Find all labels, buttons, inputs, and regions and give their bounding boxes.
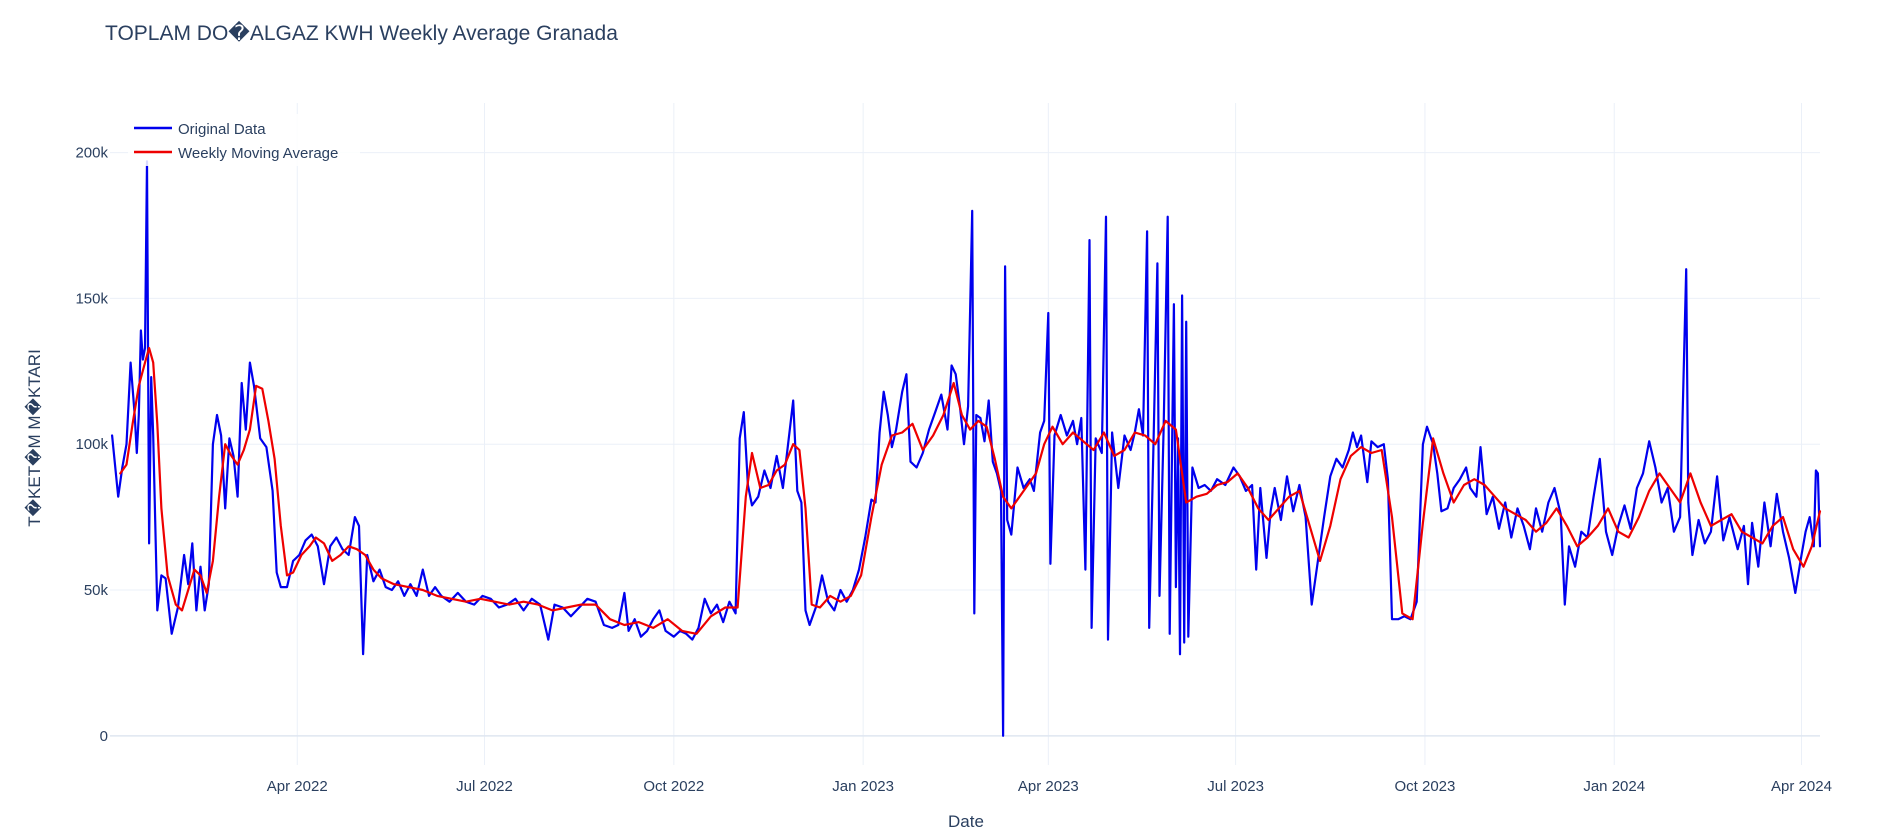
tick-layer: Apr 2022 Jul 2022 Oct 2022 Jan 2023 Apr 2023…	[75, 145, 1831, 795]
x-tick-label: Jan 2024	[1583, 778, 1645, 795]
x-tick-label: Apr 2024	[1771, 778, 1832, 795]
legend-item-original-data[interactable]: Original Data	[134, 121, 266, 138]
series-line-original-data[interactable]	[110, 160, 1822, 737]
x-tick-label: Jul 2023	[1207, 778, 1264, 795]
x-tick-label: Oct 2023	[1394, 778, 1455, 795]
y-tick-label: 100k	[75, 436, 108, 453]
grid-layer	[110, 103, 1820, 765]
y-tick-label: 0	[100, 728, 108, 745]
x-axis-title: Date	[948, 812, 984, 831]
series-layer	[110, 160, 1822, 737]
legend[interactable]: Original Data Weekly Moving Average	[128, 114, 360, 166]
x-tick-label: Jan 2023	[832, 778, 894, 795]
y-tick-label: 50k	[84, 582, 109, 599]
x-tick-label: Jul 2022	[456, 778, 513, 795]
legend-item-weekly-moving-average[interactable]: Weekly Moving Average	[134, 145, 338, 162]
y-tick-label: 200k	[75, 145, 108, 162]
y-axis-title: T�KET�M M�KTARI	[24, 349, 44, 527]
legend-label-original-data: Original Data	[178, 121, 266, 138]
x-tick-label: Oct 2022	[643, 778, 704, 795]
legend-background	[128, 114, 360, 166]
y-tick-label: 150k	[75, 290, 108, 307]
series-line-weekly-moving-average[interactable]	[119, 346, 1822, 635]
chart-title: TOPLAM DO�ALGAZ KWH Weekly Average Grana…	[105, 20, 618, 45]
x-tick-label: Apr 2023	[1018, 778, 1079, 795]
legend-label-weekly-moving-average: Weekly Moving Average	[178, 145, 338, 162]
x-tick-label: Apr 2022	[267, 778, 328, 795]
